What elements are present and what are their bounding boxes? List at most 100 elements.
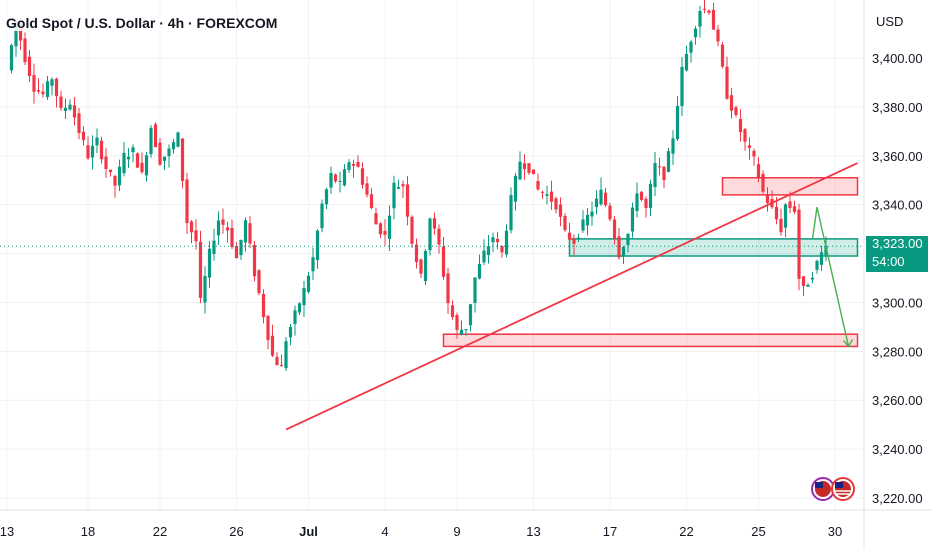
candle <box>693 28 698 38</box>
candle <box>536 181 540 190</box>
candle <box>135 153 140 168</box>
candle <box>599 189 603 205</box>
candle <box>468 304 473 326</box>
candle <box>621 247 626 257</box>
support-zone-green <box>568 238 859 257</box>
candle <box>653 163 657 188</box>
candle <box>320 203 324 229</box>
candle <box>657 166 662 168</box>
candle <box>428 218 432 251</box>
candle <box>617 236 621 258</box>
price-axis-label: 3,260.00 <box>872 393 923 408</box>
candle <box>774 206 779 220</box>
candle <box>558 204 563 217</box>
candle <box>401 184 405 187</box>
candle <box>122 152 126 174</box>
candle <box>347 162 351 171</box>
candle <box>518 161 522 180</box>
candle <box>185 179 189 223</box>
candle <box>162 156 167 161</box>
candle <box>306 275 311 292</box>
candle <box>27 56 32 77</box>
candle <box>702 8 707 10</box>
bar-countdown-label: 54:00 <box>866 254 928 273</box>
candle <box>549 191 554 202</box>
candle <box>563 215 567 231</box>
candle <box>761 173 765 192</box>
candle <box>432 218 437 229</box>
candle <box>662 166 666 181</box>
economic-events-icons[interactable] <box>806 476 858 504</box>
candle <box>63 107 68 112</box>
candle <box>482 250 486 263</box>
candle <box>72 105 77 118</box>
candle <box>293 310 297 325</box>
candle <box>59 96 63 109</box>
candle <box>671 138 675 154</box>
candle <box>194 230 198 242</box>
candle <box>207 248 212 278</box>
candle <box>815 260 819 270</box>
candle <box>221 219 225 225</box>
ascending-trendline <box>285 162 858 431</box>
candle <box>626 233 630 246</box>
candle <box>248 223 252 244</box>
candle <box>554 198 558 210</box>
candle <box>585 214 590 226</box>
candle <box>360 168 365 185</box>
time-axis-label: 30 <box>828 524 842 539</box>
candle <box>284 341 288 369</box>
candle <box>464 329 468 331</box>
candle <box>635 193 639 212</box>
candle <box>261 294 266 318</box>
candle <box>270 335 275 356</box>
candle <box>81 131 86 141</box>
candle <box>581 219 585 231</box>
candle <box>738 119 743 133</box>
candle <box>680 66 684 107</box>
candle <box>648 183 653 208</box>
candle <box>338 180 342 182</box>
currency-label[interactable]: USD <box>876 14 904 29</box>
candle <box>824 245 828 256</box>
candle <box>455 315 459 330</box>
candle <box>590 211 594 217</box>
candle <box>203 276 207 303</box>
projection-arrow <box>811 206 850 347</box>
time-axis-label: 18 <box>81 524 95 539</box>
candle <box>779 218 783 233</box>
candle <box>819 252 824 265</box>
us-flag-icon[interactable] <box>806 476 858 504</box>
candle <box>104 156 108 170</box>
candle <box>356 162 360 167</box>
candle <box>423 250 428 282</box>
candle <box>158 142 162 165</box>
candle <box>675 106 680 140</box>
candle <box>189 221 194 233</box>
candle <box>522 163 527 170</box>
candle <box>36 90 41 92</box>
candle <box>810 277 815 280</box>
candle <box>216 220 221 236</box>
candle <box>279 365 284 367</box>
candle <box>333 174 338 182</box>
time-axis-label: 13 <box>526 524 540 539</box>
candle <box>734 107 738 115</box>
candle <box>378 223 383 235</box>
candle <box>792 206 797 212</box>
candle <box>788 201 792 209</box>
candle <box>41 91 45 95</box>
current-price-label: 3,323.00 <box>866 236 928 255</box>
candle <box>396 186 401 189</box>
candle <box>153 124 158 148</box>
candle <box>486 246 491 256</box>
candle <box>302 288 306 306</box>
candle <box>167 148 171 157</box>
candle <box>387 215 392 239</box>
candle <box>495 238 500 243</box>
candle <box>383 230 387 235</box>
time-axis-label: 9 <box>453 524 460 539</box>
candle <box>801 276 806 287</box>
candle <box>297 303 302 313</box>
